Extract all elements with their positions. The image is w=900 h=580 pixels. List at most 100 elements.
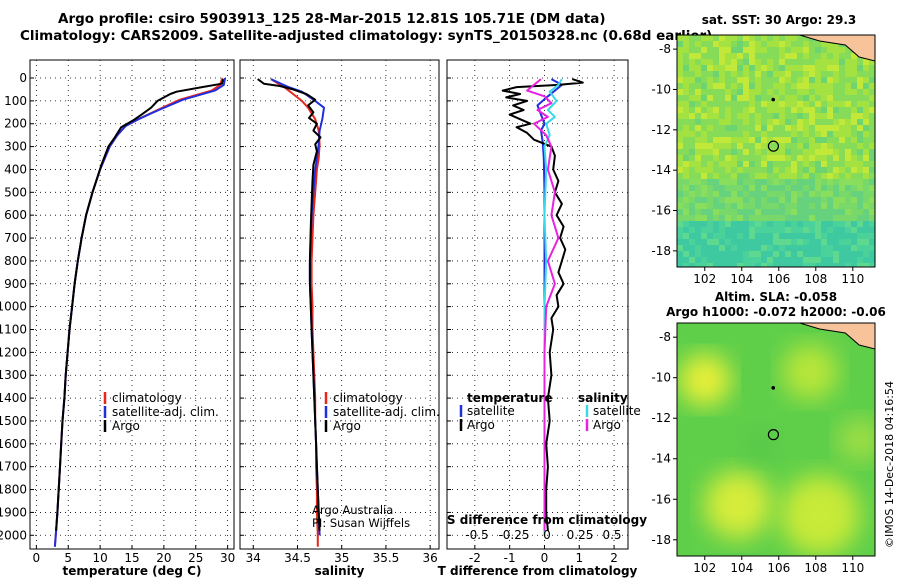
sst-cell — [821, 251, 827, 257]
sst-cell — [767, 89, 773, 95]
sst-cell — [701, 227, 707, 233]
sst-cell — [845, 233, 851, 239]
map-y-tick-label: -8 — [659, 330, 671, 344]
sst-cell — [695, 185, 701, 191]
sst-cell — [785, 221, 791, 227]
sst-cell — [839, 125, 845, 131]
sst-cell — [773, 143, 779, 149]
sst-cell — [851, 95, 857, 101]
sst-cell — [791, 221, 797, 227]
sst-cell — [767, 239, 773, 245]
sst-cell — [731, 221, 737, 227]
sst-cell — [761, 221, 767, 227]
sst-cell — [857, 197, 863, 203]
sla-blob — [782, 344, 838, 400]
sst-cell — [803, 83, 809, 89]
sst-cell — [677, 251, 683, 257]
sst-cell — [689, 257, 695, 263]
sst-cell — [785, 143, 791, 149]
sst-cell — [731, 203, 737, 209]
sst-cell — [683, 239, 689, 245]
sst-cell — [725, 221, 731, 227]
sst-cell — [743, 89, 749, 95]
sst-cell — [767, 95, 773, 101]
sst-cell — [725, 65, 731, 71]
sst-cell — [773, 161, 779, 167]
sst-cell — [743, 203, 749, 209]
sst-cell — [761, 227, 767, 233]
sst-cell — [845, 257, 851, 263]
sst-cell — [737, 233, 743, 239]
sst-cell — [719, 239, 725, 245]
sst-cell — [815, 197, 821, 203]
sst-cell — [743, 155, 749, 161]
sst-cell — [785, 107, 791, 113]
sst-cell — [827, 173, 833, 179]
sst-cell — [719, 143, 725, 149]
sst-cell — [869, 125, 875, 131]
map-x-tick-label: 108 — [804, 561, 827, 575]
sst-cell — [779, 119, 785, 125]
sst-cell — [773, 245, 779, 251]
sst-cell — [677, 95, 683, 101]
sst-cell — [749, 107, 755, 113]
sst-cell — [713, 53, 719, 59]
sst-cell — [833, 143, 839, 149]
sst-cell — [737, 173, 743, 179]
sst-cell — [761, 137, 767, 143]
sst-cell — [803, 245, 809, 251]
sst-cell — [803, 113, 809, 119]
sst-cell — [845, 89, 851, 95]
sst-cell — [725, 239, 731, 245]
sst-cell — [683, 221, 689, 227]
sst-cell — [677, 167, 683, 173]
sst-cell — [683, 41, 689, 47]
sst-cell — [767, 119, 773, 125]
sst-cell — [725, 215, 731, 221]
sst-cell — [791, 53, 797, 59]
sst-cell — [809, 203, 815, 209]
sst-cell — [851, 131, 857, 137]
sst-cell — [839, 263, 845, 267]
sst-cell — [785, 203, 791, 209]
sst-cell — [863, 119, 869, 125]
sst-cell — [809, 101, 815, 107]
sst-cell — [827, 89, 833, 95]
sst-cell — [821, 101, 827, 107]
sst-cell — [785, 53, 791, 59]
sst-cell — [791, 95, 797, 101]
sst-cell — [755, 101, 761, 107]
sst-cell — [683, 263, 689, 267]
sla-blob — [704, 471, 772, 539]
sst-cell — [749, 239, 755, 245]
sst-cell — [755, 77, 761, 83]
sst-cell — [869, 107, 875, 113]
sst-cell — [821, 131, 827, 137]
sst-cell — [809, 107, 815, 113]
sst-cell — [755, 41, 761, 47]
sst-cell — [701, 221, 707, 227]
sst-cell — [683, 185, 689, 191]
sst-cell — [761, 245, 767, 251]
sst-cell — [785, 263, 791, 267]
sst-cell — [767, 107, 773, 113]
sst-cell — [683, 167, 689, 173]
sst-cell — [833, 89, 839, 95]
sst-cell — [737, 35, 743, 41]
sst-cell — [695, 209, 701, 215]
sst-cell — [845, 149, 851, 155]
sst-cell — [707, 215, 713, 221]
sst-cell — [833, 77, 839, 83]
sst-cell — [773, 215, 779, 221]
sst-cell — [833, 197, 839, 203]
sst-cell — [731, 251, 737, 257]
sst-cell — [701, 95, 707, 101]
sst-cell — [701, 263, 707, 267]
sst-cell — [725, 227, 731, 233]
sst-cell — [845, 239, 851, 245]
sst-cell — [695, 215, 701, 221]
sst-cell — [815, 233, 821, 239]
sst-cell — [683, 251, 689, 257]
sst-cell — [695, 47, 701, 53]
sst-cell — [827, 245, 833, 251]
